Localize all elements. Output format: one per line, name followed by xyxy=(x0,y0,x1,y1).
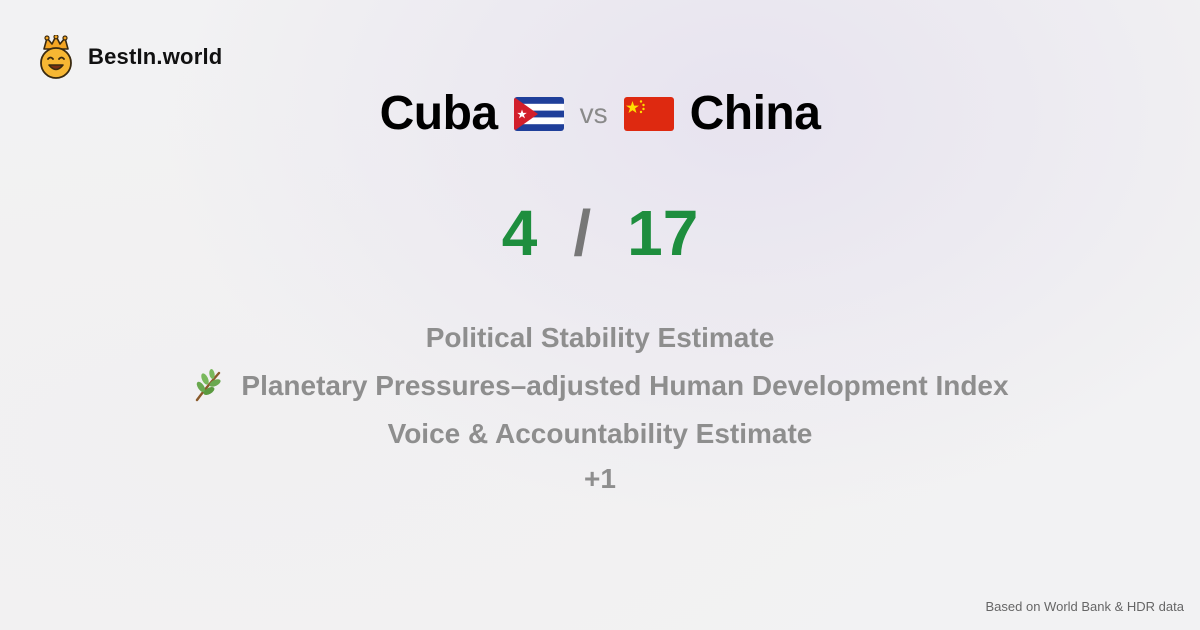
metric-label: Political Stability Estimate xyxy=(425,322,775,353)
more-metrics-count: +1 xyxy=(584,463,616,494)
score: 4 / 17 xyxy=(0,196,1200,270)
right-country-name[interactable]: China xyxy=(689,87,821,140)
vs-label: vs xyxy=(579,97,608,129)
metric-item: Voice & Accountability Estimate xyxy=(388,410,813,458)
metric-label: Planetary Pressures–adjusted Human Devel… xyxy=(241,370,1009,401)
metric-label: Voice & Accountability Estimate xyxy=(387,418,813,449)
metric-item: Political Stability Estimate xyxy=(426,314,775,362)
crowned-smiley-icon xyxy=(40,35,72,79)
comparison-title: Cuba vs China xyxy=(0,86,1200,141)
leafy-branch-icon xyxy=(196,369,221,402)
brand[interactable]: BestIn.world xyxy=(38,35,222,79)
brand-name: BestIn.world xyxy=(88,44,223,69)
metric-item: Planetary Pressures–adjusted Human Devel… xyxy=(191,362,1009,410)
cuba-flag-icon xyxy=(513,96,564,131)
right-score: 17 xyxy=(627,197,699,269)
left-country-name[interactable]: Cuba xyxy=(379,87,499,140)
data-source-note: Based on World Bank & HDR data xyxy=(985,599,1184,614)
score-separator: / xyxy=(573,197,592,269)
left-score: 4 xyxy=(501,197,538,269)
metric-list: Political Stability Estimate Planetary P… xyxy=(0,314,1200,500)
china-flag-icon xyxy=(623,96,674,131)
